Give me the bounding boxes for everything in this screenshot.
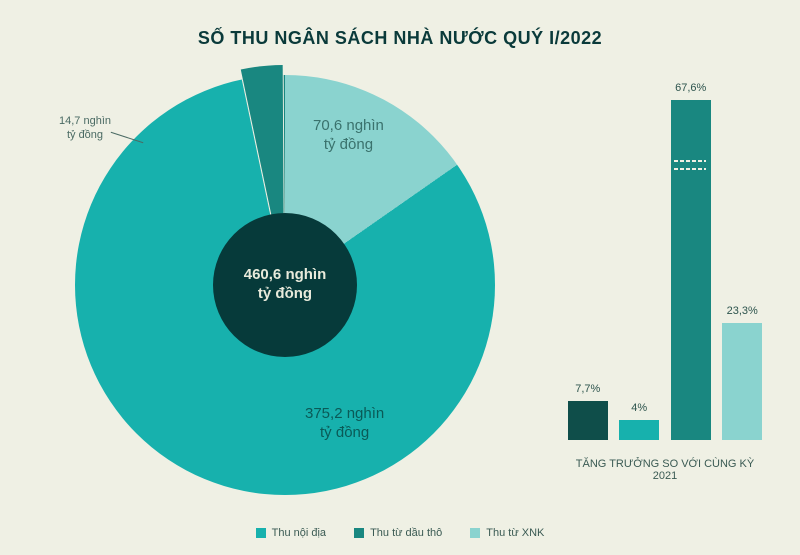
bar-rect: [568, 401, 608, 440]
pie-label-line2: tỷ đồng: [305, 424, 384, 443]
legend-swatch: [354, 528, 364, 538]
bar-chart: 7,7%4%67,6%23,3% TĂNG TRƯỞNG SO VỚI CÙNG…: [565, 80, 765, 470]
legend-item-thu_tu_xnk: Thu từ XNK: [470, 527, 544, 539]
chart-container: SỐ THU NGÂN SÁCH NHÀ NƯỚC QUÝ I/2022 460…: [0, 0, 800, 555]
bar-rect: [722, 323, 762, 440]
pie-chart: 460,6 nghìn tỷ đồng 375,2 nghìn tỷ đồng …: [75, 75, 495, 495]
legend-label: Thu từ XNK: [486, 527, 544, 539]
bar-thu_tu_dau_tho: 67,6%: [670, 82, 712, 440]
legend-swatch: [470, 528, 480, 538]
pie-center: 460,6 nghìn tỷ đồng: [213, 213, 357, 357]
legend-label: Thu nội địa: [272, 527, 326, 539]
bar-chart-caption: TĂNG TRƯỞNG SO VỚI CÙNG KỲ 2021: [565, 458, 765, 482]
bar-total: 7,7%: [567, 383, 609, 440]
pie-label-thu-tu-dau-tho: 14,7 nghìn tỷ đồng: [59, 115, 111, 143]
pie-label-line1: 14,7 nghìn: [59, 115, 111, 129]
pie-center-line2: tỷ đồng: [258, 285, 312, 304]
pie-center-line1: 460,6 nghìn: [244, 266, 327, 285]
bar-label: 23,3%: [727, 305, 758, 317]
bar-thu_noi_dia: 4%: [618, 402, 660, 440]
pie-label-line1: 375,2 nghìn: [305, 405, 384, 424]
pie-label-thu-noi-dia: 375,2 nghìn tỷ đồng: [305, 405, 384, 443]
bar-label: 67,6%: [675, 82, 706, 94]
pie-label-line2: tỷ đồng: [59, 129, 111, 143]
pie-label-line2: tỷ đồng: [313, 136, 384, 155]
legend: Thu nội địa Thu từ dầu thô Thu từ XNK: [0, 527, 800, 539]
bar-thu_tu_xnk: 23,3%: [721, 305, 763, 440]
legend-item-thu_tu_dau_tho: Thu từ dầu thô: [354, 527, 442, 539]
pie-label-thu-tu-xnk: 70,6 nghìn tỷ đồng: [313, 117, 384, 155]
bar-rect: [671, 100, 711, 440]
bar-rect: [619, 420, 659, 440]
bar-label: 4%: [631, 402, 647, 414]
pie-label-line1: 70,6 nghìn: [313, 117, 384, 136]
legend-label: Thu từ dầu thô: [370, 527, 442, 539]
chart-title: SỐ THU NGÂN SÁCH NHÀ NƯỚC QUÝ I/2022: [0, 28, 800, 49]
bar-label: 7,7%: [575, 383, 600, 395]
legend-item-thu_noi_dia: Thu nội địa: [256, 527, 326, 539]
axis-break-icon: [672, 156, 706, 180]
legend-swatch: [256, 528, 266, 538]
